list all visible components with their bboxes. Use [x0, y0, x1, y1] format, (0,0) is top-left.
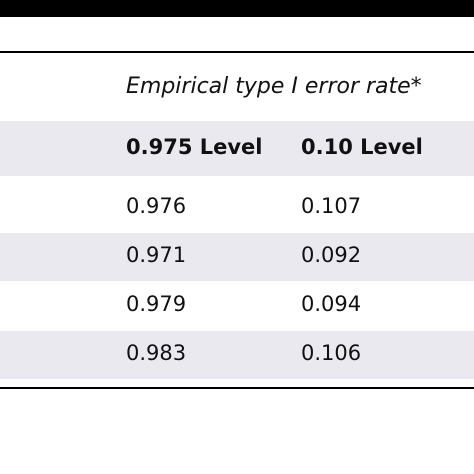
row-band [0, 233, 474, 281]
row-band [0, 331, 474, 379]
table-cell: 0.971 [126, 243, 187, 267]
table-cell: 0.979 [126, 292, 187, 316]
column-header: 0.975 Level [126, 135, 263, 159]
table-cell: 0.107 [301, 194, 362, 218]
table-cell: 0.106 [301, 341, 362, 365]
column-header: 0.10 Level [301, 135, 423, 159]
header-band [0, 121, 474, 176]
top-rule [0, 0, 474, 17]
header-rule [0, 51, 474, 53]
table-cell: 0.092 [301, 243, 362, 267]
table-title: Empirical type I error rate* [126, 74, 422, 99]
table-cell: 0.983 [126, 341, 187, 365]
table-cell: 0.094 [301, 292, 362, 316]
table-cell: 0.976 [126, 194, 187, 218]
bottom-rule [0, 387, 474, 389]
